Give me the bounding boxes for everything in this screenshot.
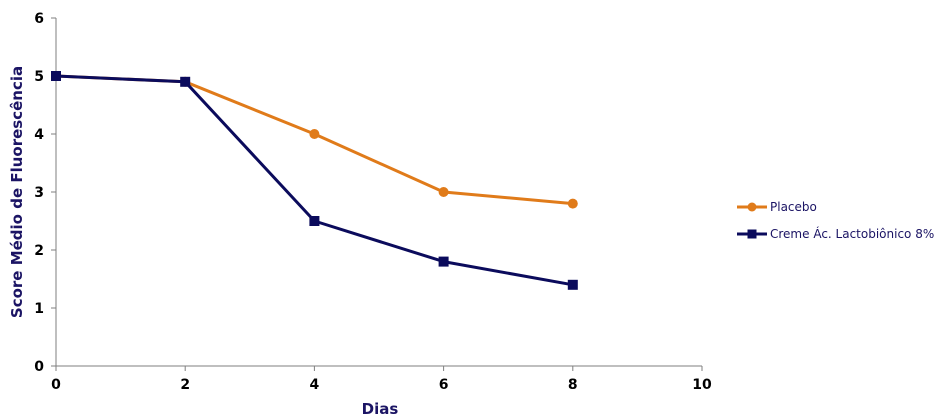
y-tick-label: 1 (34, 301, 44, 317)
data-point (309, 129, 320, 139)
series-1 (51, 71, 578, 209)
legend-label: Creme Ác. Lactobiônico 8% (770, 226, 934, 241)
legend-marker (747, 202, 757, 212)
x-tick-label: 0 (51, 377, 61, 393)
x-tick-label: 8 (568, 377, 578, 393)
data-point (567, 198, 578, 209)
legend-marker (747, 229, 757, 239)
x-tick-label: 2 (180, 377, 190, 393)
x-tick-label: 6 (439, 377, 449, 393)
legend-item: Creme Ác. Lactobiônico 8% (737, 226, 934, 241)
series-line (55, 74, 573, 206)
y-tick-label: 0 (34, 359, 44, 375)
data-point (567, 279, 578, 290)
y-tick-label: 2 (34, 243, 44, 259)
y-tick-label: 6 (34, 11, 44, 27)
y-tick-label: 3 (34, 185, 44, 201)
legend: Placebo Creme Ác. Lactobiônico 8% (737, 200, 934, 241)
legend-item: Placebo (737, 200, 817, 214)
x-tick-label: 10 (692, 377, 712, 393)
data-point (438, 187, 449, 197)
data-point (438, 256, 449, 267)
series-layer (51, 71, 578, 290)
series-2 (51, 71, 578, 290)
legend-label: Placebo (770, 200, 817, 214)
x-tick-label: 4 (310, 377, 320, 393)
data-point (309, 216, 320, 226)
series-line (55, 74, 574, 287)
y-tick-label: 4 (34, 127, 44, 143)
data-point (180, 76, 191, 87)
data-point (51, 71, 61, 81)
x-axis-title: Dias (362, 400, 399, 416)
axes: 0 1 2 3 4 5 6 0 2 4 6 8 10 (34, 11, 712, 393)
y-axis-title: Score Médio de Fluorescência (8, 66, 26, 318)
y-tick-label: 5 (34, 69, 44, 85)
